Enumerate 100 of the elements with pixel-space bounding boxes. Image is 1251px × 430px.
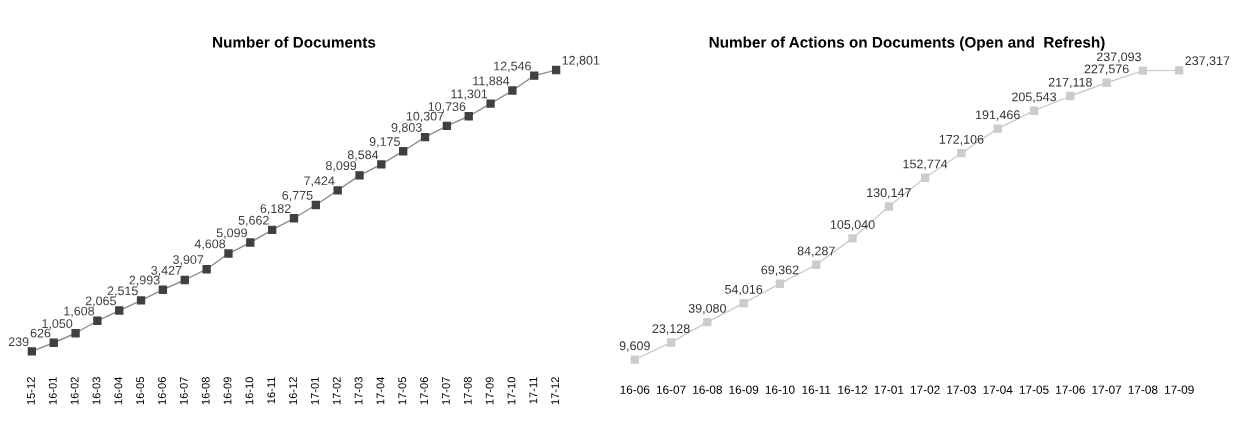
data-label: 12,546 [494,61,531,72]
data-label: 1,608 [64,306,95,317]
x-tick-label: 17-08 [463,377,472,405]
data-label: 1,050 [42,319,73,330]
point [202,265,211,274]
x-tick-label: 16-03 [92,377,101,405]
x-tick-label: 16-09 [729,385,759,394]
point [775,279,785,288]
x-tick-label: 17-05 [398,377,407,405]
x-tick-label: 17-08 [1128,385,1158,394]
point [508,86,517,95]
point [1029,106,1039,115]
x-tick-label: 16-10 [765,385,795,394]
x-tick-label: 16-10 [245,377,254,405]
data-label: 205,543 [1012,92,1057,103]
data-label: 6,182 [260,204,291,215]
data-label: 239 [8,337,29,347]
data-label: 3,427 [151,265,182,277]
data-label: 626 [30,328,51,338]
x-tick-label: 17-06 [1056,385,1085,394]
x-tick-label: 16-11 [267,377,276,404]
x-tick-label: 17-03 [354,377,363,405]
data-label: 23,128 [652,324,690,335]
data-label: 172,106 [939,134,984,146]
data-label: 3,907 [173,255,204,266]
point [1102,78,1111,87]
x-tick-label: 16-05 [136,377,145,405]
x-tick-label: 16-07 [179,377,188,405]
data-label: 152,774 [903,159,948,170]
data-label: 10,736 [428,102,466,113]
data-label: 9,175 [369,137,400,148]
x-tick-label: 17-02 [332,377,341,405]
data-label: 5,662 [238,215,269,227]
point [1175,66,1184,75]
x-tick-label: 16-04 [114,376,123,405]
point [180,275,189,285]
point [71,329,80,338]
x-tick-label: 17-12 [551,377,559,405]
point [993,124,1002,133]
point [27,347,37,356]
data-label: 12,801 [562,55,600,67]
x-tick-label: 17-01 [874,385,904,394]
x-tick-label: 17-01 [310,377,319,405]
data-label: 9,609 [619,341,650,352]
data-label: 84,287 [797,246,835,257]
point [486,99,495,108]
point [884,202,893,211]
x-tick-label: 17-03 [947,385,976,394]
x-tick-label: 16-06 [158,377,166,405]
data-label: 7,424 [304,176,335,187]
point [442,121,452,131]
data-label: 2,515 [107,286,138,297]
data-label: 237,093 [1096,52,1141,63]
data-label: 11,884 [473,76,510,87]
chart-title: Number of Documents [213,36,376,48]
point [136,296,146,305]
data-label: 4,608 [194,239,226,250]
point [630,355,639,364]
point [355,171,364,180]
x-tick-label: 16-02 [70,377,79,405]
x-tick-label: 16-12 [289,377,297,405]
data-label: 130,147 [867,188,911,199]
x-tick-label: 17-10 [507,377,516,405]
x-tick-label: 16-12 [838,385,868,394]
data-label: 2,993 [129,275,160,286]
x-tick-label: 17-07 [1092,385,1122,394]
x-tick-label: 17-02 [910,385,940,394]
x-tick-label: 16-08 [693,385,722,394]
point [399,147,408,156]
x-tick-label: 17-07 [442,377,450,405]
x-tick-label: 16-06 [620,385,650,394]
x-tick-label: 17-09 [1164,385,1194,394]
data-label: 217,118 [1048,77,1092,89]
x-tick-label: 17-05 [1019,385,1049,394]
point [420,132,430,142]
point [158,285,168,294]
x-tick-label: 16-08 [201,377,210,405]
chart-title: Number of Actions on Documents (Open and Refresh) [709,36,1105,51]
data-label: 105,040 [830,220,875,231]
x-tick-label: 16-09 [223,377,232,405]
point [49,338,58,347]
x-tick-label: 17-04 [376,376,385,405]
data-label: 39,080 [688,303,726,315]
point [311,200,320,210]
x-tick-label: 17-09 [485,377,494,405]
point [224,249,233,258]
x-tick-label: 15-12 [26,377,35,405]
x-tick-label: 17-06 [420,377,429,405]
point [1066,91,1075,101]
x-tick-label: 16-01 [48,377,57,405]
point [333,186,342,195]
data-label: 8,099 [326,161,357,172]
point [530,71,539,80]
point [812,260,821,269]
data-label: 54,016 [725,284,763,296]
x-tick-label: 16-07 [656,385,686,394]
point [115,306,124,315]
data-label: 237,317 [1185,56,1230,67]
point [957,149,966,158]
point [464,112,473,121]
